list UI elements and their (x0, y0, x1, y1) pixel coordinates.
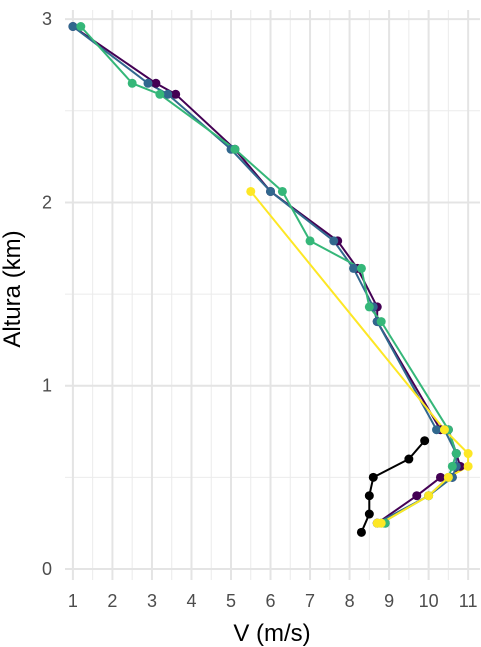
x-tick-label: 8 (345, 591, 355, 611)
data-point-series-1 (151, 78, 161, 88)
data-point-series-1 (171, 89, 181, 99)
y-tick-label: 0 (42, 559, 52, 579)
data-point-series-2 (163, 89, 173, 99)
data-point-series-4 (463, 461, 473, 471)
data-point-series-5 (420, 436, 430, 446)
data-point-series-3 (277, 186, 287, 196)
data-point-series-3 (127, 78, 137, 88)
data-point-series-3 (155, 89, 165, 99)
x-tick-label: 5 (226, 591, 236, 611)
x-tick-label: 6 (266, 591, 276, 611)
x-tick-label: 3 (147, 591, 157, 611)
y-tick-label: 1 (42, 376, 52, 396)
data-point-series-4 (439, 425, 449, 435)
y-axis-title: Altura (km) (0, 230, 26, 347)
data-point-series-2 (143, 78, 153, 88)
x-tick-label: 9 (384, 591, 394, 611)
x-tick-label: 2 (107, 591, 117, 611)
series-points (68, 21, 473, 537)
data-point-series-4 (443, 472, 453, 482)
data-point-series-2 (349, 263, 359, 273)
data-point-series-2 (432, 425, 442, 435)
data-point-series-1 (435, 472, 445, 482)
data-point-series-1 (412, 491, 422, 501)
data-point-series-4 (246, 186, 256, 196)
data-point-series-3 (356, 263, 366, 273)
grid (65, 10, 480, 580)
data-point-series-3 (376, 317, 386, 327)
series-line-4 (250, 190, 470, 525)
data-point-series-5 (364, 491, 374, 501)
x-tick-label: 7 (305, 591, 315, 611)
y-tick-label: 3 (42, 9, 52, 29)
x-tick-label: 4 (186, 591, 196, 611)
data-point-series-3 (230, 144, 240, 154)
x-tick-label: 1 (68, 591, 78, 611)
series-line-3 (80, 25, 458, 525)
y-axis-ticks: 0 1 2 3 (42, 9, 52, 579)
data-point-series-5 (404, 454, 414, 464)
data-point-series-5 (356, 527, 366, 537)
series-line-5 (360, 440, 426, 533)
data-point-series-4 (372, 518, 382, 528)
y-tick-label: 2 (42, 192, 52, 212)
x-tick-label: 10 (419, 591, 439, 611)
data-point-series-5 (368, 472, 378, 482)
data-point-series-3 (447, 461, 457, 471)
data-point-series-5 (364, 509, 374, 519)
data-point-series-4 (424, 491, 434, 501)
data-point-series-2 (329, 236, 339, 246)
data-point-series-3 (364, 302, 374, 312)
x-axis-title: V (m/s) (233, 620, 310, 647)
data-point-series-3 (76, 21, 86, 31)
data-point-series-4 (463, 449, 473, 459)
x-tick-label: 11 (459, 591, 478, 611)
series-line-1 (72, 25, 462, 525)
data-point-series-2 (68, 21, 78, 31)
x-axis-ticks: 1 2 3 4 5 6 7 8 9 10 11 (68, 591, 478, 611)
data-point-series-3 (305, 236, 315, 246)
series-line-2 (72, 25, 458, 525)
data-point-series-2 (266, 186, 276, 196)
data-point-series-3 (451, 449, 461, 459)
